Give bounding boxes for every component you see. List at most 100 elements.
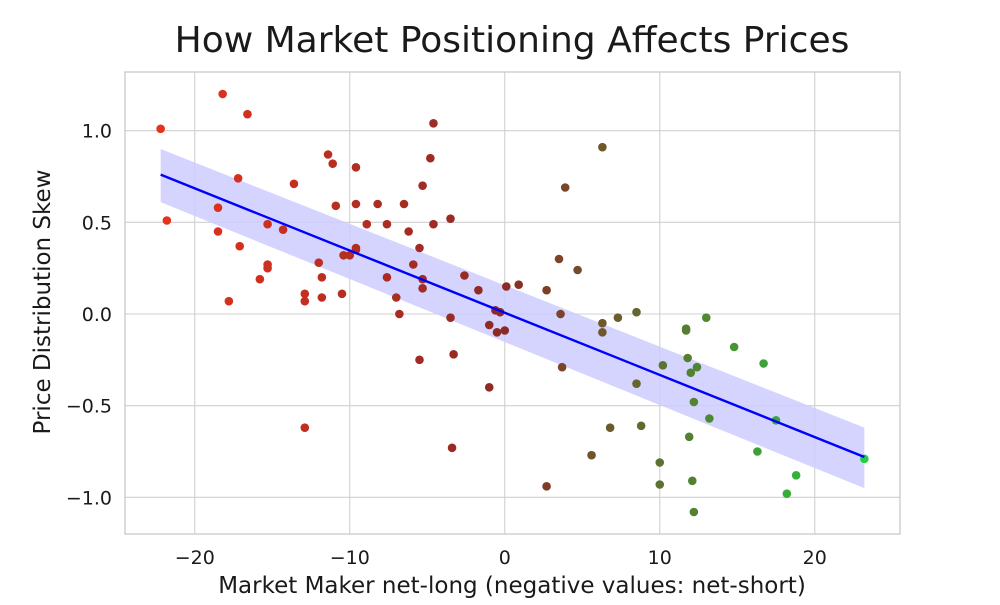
data-point [409, 260, 418, 269]
data-point [587, 450, 596, 460]
data-point [233, 174, 243, 183]
data-point [684, 432, 694, 442]
data-point [449, 350, 458, 359]
data-point [632, 307, 641, 317]
y-tick-label: 1.0 [82, 121, 112, 143]
data-point [573, 265, 582, 275]
data-point [263, 263, 272, 273]
data-point [395, 309, 404, 319]
data-point [337, 289, 347, 299]
data-point [399, 199, 409, 209]
data-point [351, 163, 361, 172]
data-point [373, 199, 382, 209]
data-point [156, 124, 165, 134]
points-layer [156, 89, 869, 517]
data-point [658, 361, 668, 370]
data-point [689, 507, 699, 517]
data-point [598, 318, 607, 328]
data-point [317, 273, 327, 282]
data-point [492, 328, 502, 337]
data-point [391, 293, 401, 302]
data-point [655, 480, 665, 489]
data-point [415, 243, 424, 253]
data-point [213, 227, 223, 236]
data-point [300, 296, 310, 306]
data-point [162, 216, 172, 225]
data-point [542, 285, 551, 295]
data-point [655, 458, 665, 467]
data-point [404, 227, 413, 236]
data-point [243, 109, 252, 119]
grid [125, 72, 900, 534]
data-point [554, 254, 564, 264]
data-point [484, 383, 494, 392]
plot-area-frame [124, 71, 901, 535]
data-point [429, 219, 438, 229]
data-point [542, 482, 551, 491]
data-point [300, 423, 310, 432]
data-point [446, 214, 455, 223]
data-point [418, 181, 427, 190]
data-point [345, 251, 355, 260]
data-point [213, 203, 223, 212]
data-point [688, 476, 697, 486]
y-axis-label: Price Distribution Skew [30, 170, 56, 435]
y-tick-label: −1.0 [66, 487, 112, 509]
data-point [300, 289, 310, 299]
data-point [278, 225, 288, 234]
data-point [598, 142, 607, 152]
regression-line [160, 173, 865, 459]
data-point [382, 273, 392, 282]
data-point [500, 326, 510, 335]
data-point [791, 471, 801, 480]
x-tick-label: 20 [803, 547, 827, 569]
data-point [429, 119, 438, 128]
data-point [705, 414, 714, 423]
data-point [560, 183, 570, 192]
data-point [323, 150, 333, 159]
data-point [382, 219, 392, 229]
data-point [339, 251, 348, 260]
confidence-band-layer [160, 149, 865, 489]
data-point [636, 421, 646, 431]
x-tick-label: −20 [175, 547, 215, 569]
data-point [686, 368, 696, 377]
data-point [632, 379, 641, 388]
data-point [681, 324, 691, 333]
data-point [759, 359, 768, 368]
data-point [446, 313, 455, 322]
data-point [447, 443, 457, 453]
data-point [782, 489, 792, 498]
data-point [314, 258, 324, 267]
data-point [362, 219, 372, 229]
data-point [557, 362, 567, 372]
regression-line-layer [160, 173, 865, 459]
confidence-band [160, 149, 865, 489]
data-point [729, 342, 739, 352]
data-point [753, 447, 762, 456]
x-tick-label: 10 [648, 547, 672, 569]
data-point [218, 89, 227, 99]
data-point [605, 423, 615, 432]
data-point [701, 313, 711, 322]
x-tick-label: −10 [330, 547, 370, 569]
data-point [613, 313, 623, 322]
data-point [683, 353, 692, 363]
data-point [474, 285, 483, 295]
data-point [255, 274, 265, 284]
x-axis-label: Market Maker net-long (negative values: … [218, 573, 806, 599]
data-point [556, 309, 565, 319]
data-point [235, 241, 244, 251]
data-point [598, 328, 607, 337]
data-point [317, 293, 327, 302]
y-tick-label: 0.5 [82, 212, 112, 234]
data-point [351, 199, 361, 209]
data-point [689, 397, 699, 407]
data-point [418, 284, 427, 293]
data-point [263, 219, 272, 229]
chart-title: How Market Positioning Affects Prices [175, 20, 850, 61]
y-tick-label: 0.0 [82, 304, 112, 326]
data-point [514, 280, 523, 289]
